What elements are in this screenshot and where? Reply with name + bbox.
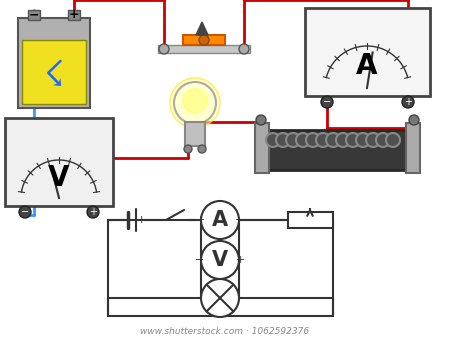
Text: −: − xyxy=(323,97,331,107)
Circle shape xyxy=(402,96,414,108)
Circle shape xyxy=(366,133,380,147)
Circle shape xyxy=(183,89,207,113)
Circle shape xyxy=(184,145,192,153)
Text: −: − xyxy=(29,8,39,21)
Text: +: + xyxy=(89,207,97,217)
Text: −: − xyxy=(21,207,29,217)
Circle shape xyxy=(386,133,400,147)
Text: A: A xyxy=(212,210,228,230)
Text: www.shutterstock.com · 1062592376: www.shutterstock.com · 1062592376 xyxy=(140,327,310,337)
Bar xyxy=(406,123,420,173)
Bar xyxy=(28,10,40,20)
Bar xyxy=(183,35,225,45)
Bar xyxy=(22,40,86,104)
Bar xyxy=(185,122,205,146)
Bar xyxy=(288,212,333,228)
Bar xyxy=(18,18,90,108)
Circle shape xyxy=(336,133,350,147)
Text: +: + xyxy=(69,8,79,21)
Circle shape xyxy=(201,279,239,317)
Text: +: + xyxy=(404,97,412,107)
Text: A: A xyxy=(356,52,378,80)
Bar xyxy=(305,8,430,96)
Bar xyxy=(255,123,269,173)
Circle shape xyxy=(321,96,333,108)
Text: V: V xyxy=(212,250,228,270)
Text: ☇: ☇ xyxy=(44,59,64,93)
Bar xyxy=(68,10,80,20)
Text: −: − xyxy=(235,215,245,225)
Circle shape xyxy=(346,133,360,147)
Circle shape xyxy=(286,133,300,147)
Circle shape xyxy=(19,206,31,218)
Circle shape xyxy=(199,35,209,45)
Bar xyxy=(5,118,113,206)
Circle shape xyxy=(170,78,220,128)
Circle shape xyxy=(201,241,239,279)
Circle shape xyxy=(174,82,216,124)
Circle shape xyxy=(376,133,390,147)
Circle shape xyxy=(201,201,239,239)
Bar xyxy=(267,130,408,170)
Circle shape xyxy=(159,44,169,54)
Circle shape xyxy=(87,206,99,218)
Text: +: + xyxy=(195,215,205,225)
Text: V: V xyxy=(48,164,70,192)
Circle shape xyxy=(266,133,280,147)
Circle shape xyxy=(296,133,310,147)
Circle shape xyxy=(316,133,330,147)
Circle shape xyxy=(198,145,206,153)
Bar xyxy=(158,45,250,53)
Circle shape xyxy=(256,115,266,125)
Polygon shape xyxy=(196,22,208,35)
Text: −: − xyxy=(195,255,205,265)
Circle shape xyxy=(306,133,320,147)
Text: −: − xyxy=(118,215,128,225)
Circle shape xyxy=(239,44,249,54)
Circle shape xyxy=(276,133,290,147)
Text: +: + xyxy=(235,255,245,265)
Circle shape xyxy=(356,133,370,147)
Circle shape xyxy=(409,115,419,125)
Circle shape xyxy=(326,133,340,147)
Text: +: + xyxy=(136,215,146,225)
